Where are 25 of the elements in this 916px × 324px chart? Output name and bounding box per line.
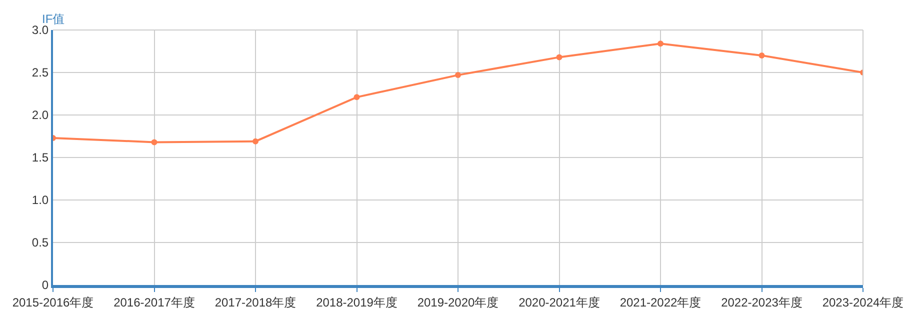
point (151, 139, 158, 146)
point (758, 52, 765, 58)
x-tick-label: 2023-2024年度 (822, 295, 904, 310)
point (455, 72, 461, 78)
y-tick-label: 1.5 (32, 150, 49, 165)
y-tick-label: 2.0 (32, 108, 49, 122)
x-tick-label: 2017-2018年度 (214, 295, 296, 310)
point (556, 54, 562, 60)
y-axis-title: IF值 (42, 12, 65, 26)
x-tick-label: 2021-2022年度 (620, 295, 702, 310)
y-tick-label: 1.0 (32, 193, 49, 208)
y-tick-label: 2.5 (32, 66, 49, 80)
y-tick-label: 0.5 (32, 236, 49, 250)
x-tick-label: 2019-2020年度 (417, 295, 499, 310)
point (658, 40, 664, 47)
y-tick-label: 0 (42, 278, 49, 292)
x-tick-label: 2022-2023年度 (721, 295, 802, 310)
x-tick-label: 2016-2017年度 (114, 295, 195, 310)
point (354, 94, 360, 100)
x-tick-label: 2020-2021年度 (518, 295, 600, 310)
x-tick-label: 2015-2016年度 (12, 295, 94, 310)
point (252, 138, 258, 144)
x-tick-label: 2018-2019年度 (316, 295, 398, 310)
line-series (53, 40, 863, 146)
y-tick-label: 3.0 (32, 23, 49, 38)
